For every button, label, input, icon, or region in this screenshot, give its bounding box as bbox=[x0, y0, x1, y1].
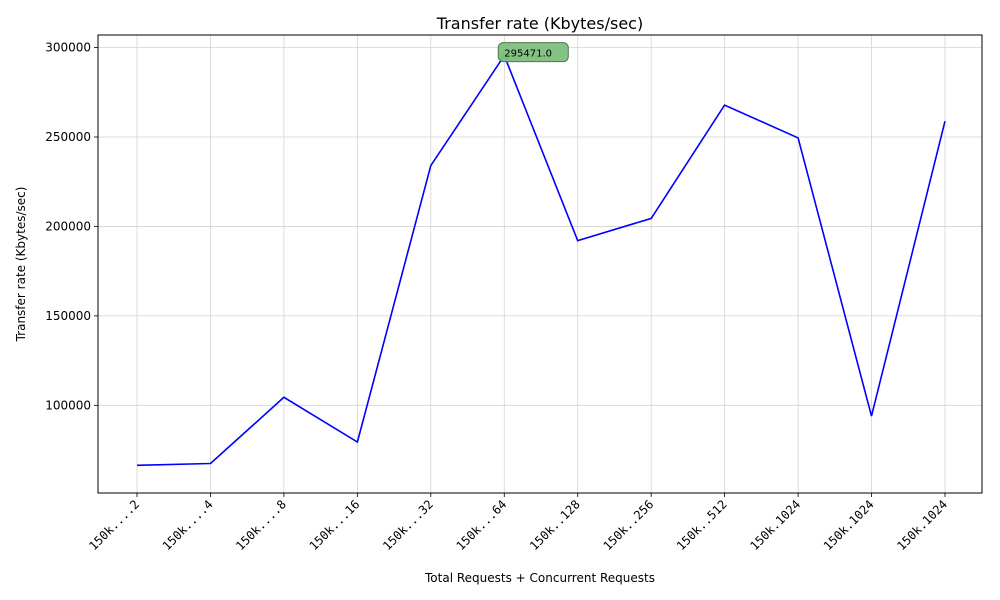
x-axis-label: Total Requests + Concurrent Requests bbox=[424, 571, 655, 585]
y-axis-label: Transfer rate (Kbytes/sec) bbox=[14, 187, 28, 343]
x-tick-label: 150k...32 bbox=[380, 497, 436, 553]
annotation-label: 295471.0 bbox=[504, 49, 552, 60]
x-tick-label: 150k....2 bbox=[86, 497, 142, 553]
chart-title: Transfer rate (Kbytes/sec) bbox=[436, 14, 643, 33]
y-tick-label: 150000 bbox=[45, 309, 91, 323]
x-tick-label: 150k.1024 bbox=[894, 497, 950, 553]
x-tick-label: 150k...16 bbox=[307, 497, 363, 553]
x-tick-label: 150k..512 bbox=[674, 497, 730, 553]
x-tick-label: 150k....4 bbox=[160, 497, 216, 553]
y-tick-label: 200000 bbox=[45, 219, 91, 233]
y-tick-label: 250000 bbox=[45, 130, 91, 144]
x-tick-label: 150k.1024 bbox=[821, 497, 877, 553]
x-tick-label: 150k...64 bbox=[454, 497, 510, 553]
series-line bbox=[137, 56, 945, 466]
x-tick-label: 150k..256 bbox=[600, 497, 656, 553]
y-axis: 100000 150000 200000 250000 300000 bbox=[45, 41, 98, 413]
x-tick-label: 150k..128 bbox=[527, 497, 583, 553]
x-axis: 150k....2 150k....4 150k....8 150k...16 150k… bbox=[86, 493, 950, 553]
gridlines bbox=[98, 35, 982, 493]
plot-frame bbox=[98, 35, 982, 493]
annotation-layer: 295471.0 bbox=[498, 43, 568, 62]
series-layer bbox=[137, 56, 945, 466]
y-tick-label: 300000 bbox=[45, 41, 91, 55]
y-tick-label: 100000 bbox=[45, 398, 91, 412]
x-tick-label: 150k....8 bbox=[233, 497, 289, 553]
x-tick-label: 150k.1024 bbox=[747, 497, 803, 553]
